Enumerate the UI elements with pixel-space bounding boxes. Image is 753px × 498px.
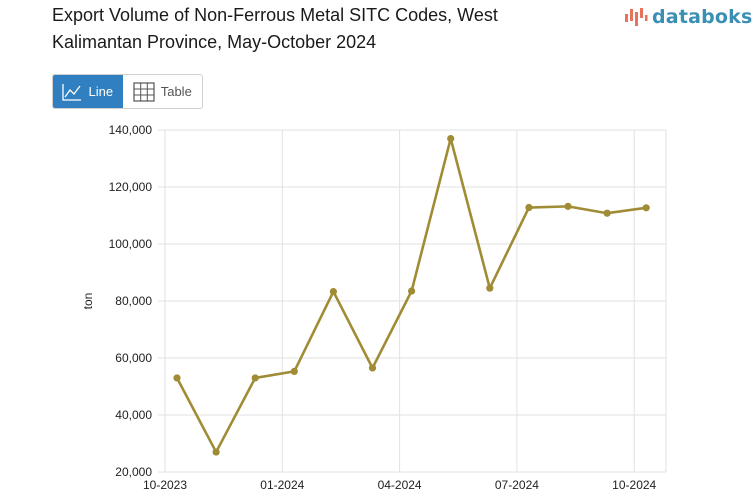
- data-point: [525, 203, 533, 212]
- y-axis-title: ton: [81, 293, 95, 310]
- y-tick-label: 60,000: [115, 351, 152, 365]
- data-point: [290, 367, 298, 375]
- y-tick-label: 120,000: [109, 180, 153, 194]
- line-view-label: Line: [88, 84, 114, 99]
- data-point: [173, 374, 181, 382]
- chart-title-line-2: Kalimantan Province, May-October 2024: [52, 32, 377, 52]
- data-point: [564, 202, 572, 210]
- data-point: [642, 204, 650, 212]
- x-tick-label: 07-2024: [495, 478, 539, 492]
- series-line: [175, 137, 647, 454]
- logo-text: databoks: [652, 6, 753, 28]
- line-view-button[interactable]: Line: [53, 75, 123, 108]
- chart-title: Export Volume of Non-Ferrous Metal SITC …: [52, 2, 572, 56]
- y-tick-label: 40,000: [115, 408, 152, 422]
- data-point: [603, 209, 611, 217]
- x-tick-label: 01-2024: [260, 478, 304, 492]
- table-grid-icon: [133, 81, 155, 102]
- data-point: [408, 287, 416, 295]
- line-chart-icon: [62, 83, 82, 101]
- y-tick-label: 20,000: [115, 465, 152, 479]
- table-view-button[interactable]: Table: [123, 75, 202, 108]
- bar-chart-logo-icon: [625, 8, 648, 26]
- table-view-label: Table: [160, 84, 192, 99]
- x-tick-label: 10-2024: [612, 478, 656, 492]
- data-point: [486, 284, 494, 292]
- data-point: [447, 134, 455, 143]
- chart-title-line-1: Export Volume of Non-Ferrous Metal SITC …: [52, 5, 498, 25]
- databoks-logo[interactable]: databoks: [624, 4, 753, 30]
- view-toggle: Line Table: [52, 74, 203, 109]
- data-point: [329, 287, 337, 296]
- y-tick-label: 100,000: [109, 237, 153, 251]
- data-point: [251, 374, 259, 382]
- y-tick-label: 80,000: [115, 294, 152, 308]
- y-tick-label: 140,000: [109, 123, 153, 137]
- x-tick-label: 10-2023: [143, 478, 187, 492]
- data-point: [212, 448, 220, 456]
- x-tick-label: 04-2024: [378, 478, 422, 492]
- data-point: [368, 364, 377, 372]
